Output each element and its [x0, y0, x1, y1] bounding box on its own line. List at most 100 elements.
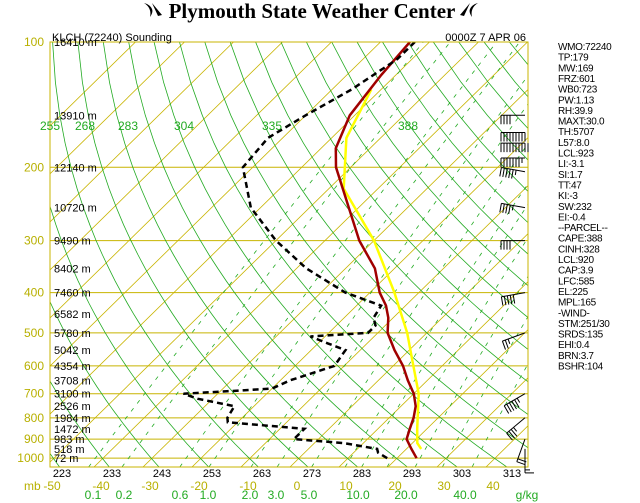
index-item: MAXT:30.0: [558, 117, 605, 128]
isotherm-line: [50, 42, 430, 415]
mixing-ratio-line: [361, 203, 528, 467]
mixing-ratio-line: [344, 183, 528, 467]
mixing-ratio-tick-label: 5.0: [301, 488, 318, 502]
wind-barb: [500, 292, 526, 306]
isotherm-line: [93, 42, 528, 467]
height-label: 518 m: [54, 444, 85, 456]
mixing-ratio-line: [276, 103, 528, 467]
dry-adiabat-line: [458, 42, 528, 130]
wind-barb: [503, 393, 526, 414]
dry-adiabat-line: [229, 42, 528, 415]
theta-tick-label: 253: [203, 468, 221, 480]
dewpoint-trace: [183, 42, 416, 460]
isotherm-line: [50, 42, 234, 223]
pressure-tick-label: 200: [24, 160, 44, 174]
index-item: -WIND-: [558, 308, 590, 319]
mixing-ratio-line: [250, 75, 528, 467]
pressure-tick-label: 100: [24, 35, 44, 49]
dry-adiabat-line: [102, 42, 358, 467]
height-label: 3708 m: [54, 375, 91, 387]
temperature-tick-label: -40: [92, 479, 110, 493]
wind-barb: [500, 157, 525, 167]
isotherm-line: [50, 42, 185, 175]
dry-adiabat-line: [52, 42, 259, 467]
mixing-ratio-tick-label: 3.0: [268, 488, 285, 502]
index-item: SW:232: [558, 202, 592, 213]
index-item: CAP:3.9: [558, 266, 594, 277]
wind-barb: [501, 332, 526, 350]
isotherm-line: [387, 329, 528, 467]
height-label: 3100 m: [54, 389, 91, 401]
index-item: KI:-3: [558, 191, 578, 202]
pressure-tick-label: 300: [24, 234, 44, 248]
temperature-tick-label: 20: [388, 479, 402, 493]
theta-tick-label: 303: [453, 468, 471, 480]
wind-barb: [500, 114, 525, 125]
theta-tick-label: 313: [503, 468, 521, 480]
index-item: TH:5707: [558, 127, 595, 138]
dry-adiabat-line: [179, 42, 508, 467]
pressure-tick-label: 600: [24, 359, 44, 373]
index-item: TP:179: [558, 53, 589, 64]
wind-barb: [499, 202, 526, 214]
mixing-ratio-unit-label: g/kg: [516, 488, 539, 502]
pressure-tick-label: 500: [24, 326, 44, 340]
index-item: SI:1.7: [558, 170, 583, 181]
pressure-tick-label: 400: [24, 286, 44, 300]
dry-adiabat-line: [407, 42, 528, 192]
theta-tick-label: 283: [353, 468, 371, 480]
dry-adiabat-line: [50, 380, 110, 467]
index-item: SRDS:135: [558, 330, 604, 341]
height-label: 4354 m: [54, 361, 91, 373]
theta-tick-label: 233: [103, 468, 121, 480]
temperature-tick-label: 30: [437, 479, 451, 493]
height-label: 9490 m: [54, 236, 91, 248]
dry-adiabat-line: [50, 452, 60, 467]
index-item: --PARCEL--: [558, 223, 608, 234]
wind-barb: [500, 240, 525, 250]
isotherm-line: [50, 42, 332, 319]
pressure-tick-label: 700: [24, 387, 44, 401]
index-item: BSHR:104: [558, 362, 604, 373]
index-item: CAPE:388: [558, 234, 603, 245]
theta-tick-label: 293: [403, 468, 421, 480]
index-item: CINH:328: [558, 244, 600, 255]
index-item: MPL:165: [558, 298, 597, 309]
theta-top-tick-label: 335: [262, 119, 282, 133]
plot-frame: [49, 41, 529, 468]
theta-top-tick-label: 283: [118, 119, 138, 133]
temperature-tick-label: 0: [294, 479, 301, 493]
temperature-tick-label: -30: [141, 479, 159, 493]
mixing-ratio-line: [208, 42, 521, 467]
temperature-tick-label: 10: [339, 479, 353, 493]
index-item: BRN:3.7: [558, 351, 594, 362]
mixing-ratio-line: [442, 315, 528, 467]
sounding-time-label: 0000Z 7 APR 06: [445, 32, 526, 44]
mixing-ratio-tick-label: 10.0: [346, 488, 370, 502]
dry-adiabat-line: [50, 300, 160, 467]
height-label: 2526 m: [54, 401, 91, 413]
height-label: 6582 m: [54, 309, 91, 321]
mixing-ratio-tick-label: 2.0: [242, 488, 259, 502]
theta-top-tick-label: 268: [75, 119, 95, 133]
index-item: FRZ:601: [558, 74, 596, 85]
theta-top-tick-label: 388: [398, 119, 418, 133]
isotherm-line: [50, 42, 136, 127]
isotherm-line: [50, 42, 479, 463]
index-item: WB0:723: [558, 85, 598, 96]
wind-barb: [524, 448, 534, 474]
temperature-tick-label: -20: [190, 479, 208, 493]
isotherm-line: [289, 233, 528, 467]
index-item: LFC:585: [558, 276, 595, 287]
height-label: 5780 m: [54, 328, 91, 340]
index-item: PW:1.13: [558, 95, 595, 106]
mixing-ratio-tick-label: 40.0: [453, 488, 477, 502]
index-item: TT:47: [558, 180, 582, 191]
wind-barb: [499, 167, 526, 179]
page-title: Plymouth State Weather Center: [169, 0, 456, 23]
height-label: 10720 m: [54, 203, 97, 215]
dry-adiabat-line: [77, 42, 309, 467]
index-item: WMO:72240: [558, 42, 612, 53]
